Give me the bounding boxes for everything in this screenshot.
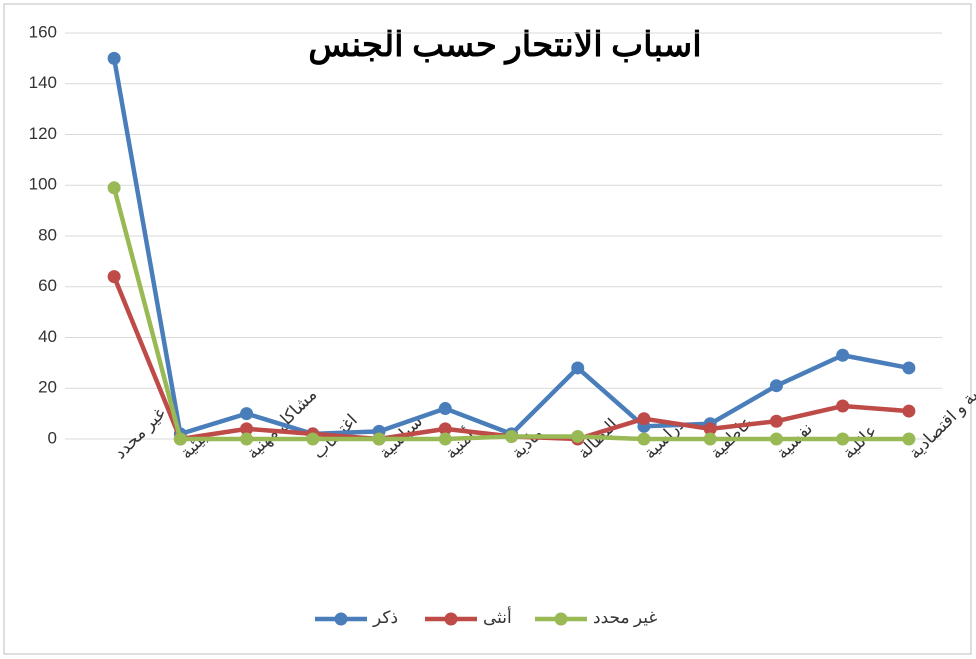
- point: [703, 432, 717, 446]
- point: [505, 429, 518, 443]
- point: [107, 51, 121, 65]
- legend-marker: [334, 612, 348, 626]
- chart-border: [3, 3, 972, 655]
- point: [438, 422, 452, 436]
- point: [769, 432, 783, 446]
- y-tick-label: 100: [29, 175, 57, 194]
- point: [836, 348, 850, 362]
- y-tick-label: 40: [38, 327, 57, 346]
- point: [107, 181, 121, 195]
- point: [240, 407, 254, 421]
- y-tick-label: 60: [38, 276, 57, 295]
- legend-marker: [444, 612, 458, 626]
- point: [637, 412, 651, 426]
- y-tick-label: 140: [29, 73, 57, 92]
- point: [769, 379, 783, 393]
- point: [836, 432, 850, 446]
- y-tick-label: 80: [38, 225, 57, 244]
- point: [240, 432, 254, 446]
- y-tick-label: 0: [48, 428, 57, 447]
- point: [107, 270, 121, 284]
- point: [438, 432, 452, 446]
- legend-label: ذكر: [372, 608, 398, 628]
- point: [372, 432, 386, 446]
- point: [173, 432, 187, 446]
- chart-title: اسباب الانتحار حسب الجنس: [308, 27, 701, 65]
- y-tick-label: 20: [38, 378, 57, 397]
- point: [637, 432, 651, 446]
- point: [902, 404, 916, 418]
- point: [240, 422, 254, 436]
- y-tick-label: 120: [29, 124, 57, 143]
- point: [703, 422, 717, 436]
- y-tick-label: 160: [29, 22, 57, 41]
- point: [438, 402, 452, 416]
- point: [902, 361, 916, 375]
- legend-label: غير محدد: [593, 608, 657, 628]
- point: [306, 432, 320, 446]
- point: [769, 414, 783, 428]
- point: [571, 429, 585, 443]
- legend-marker: [554, 612, 568, 626]
- point: [902, 432, 916, 446]
- legend-label: أنثى: [483, 606, 512, 627]
- point: [836, 399, 850, 413]
- point: [571, 361, 585, 375]
